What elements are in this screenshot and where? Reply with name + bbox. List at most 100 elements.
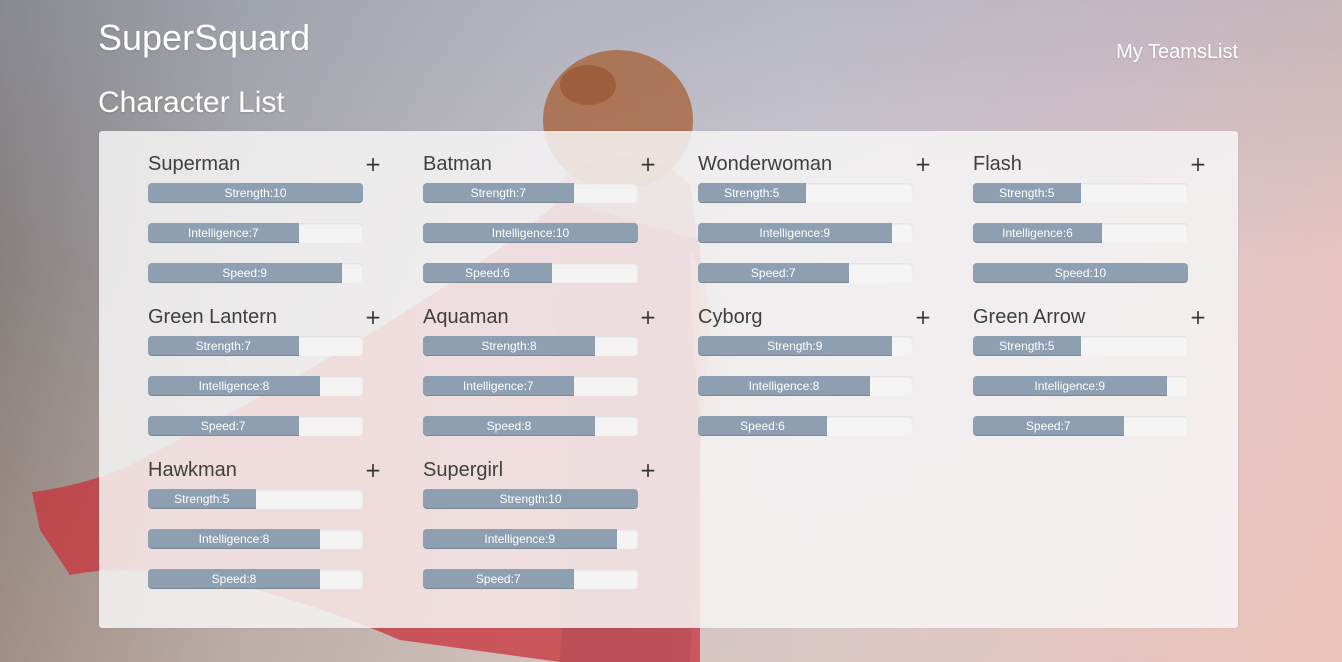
- add-to-team-button[interactable]: +: [364, 458, 382, 482]
- stat-progress-fill: [698, 223, 892, 243]
- stat-label: Speed:7: [475, 572, 521, 586]
- stat-label: Intelligence:8: [198, 379, 270, 393]
- stat-label: Intelligence:10: [491, 226, 570, 240]
- stat-progress-bar-intelligence: Intelligence:9: [423, 529, 638, 549]
- character-card-header: Wonderwoman +: [698, 151, 931, 183]
- character-card: Green Lantern + Strength:7 Intelligence:8 Sp…: [148, 304, 381, 457]
- my-teams-list-link[interactable]: My TeamsList: [1116, 41, 1238, 63]
- add-to-team-button[interactable]: +: [914, 305, 932, 329]
- stat-progress-bar-intelligence: Intelligence:6: [973, 223, 1188, 243]
- stat-label: Strength:10: [499, 492, 562, 506]
- stat-label: Strength:5: [174, 492, 230, 506]
- stat-label: Speed:10: [1054, 266, 1107, 280]
- stat-progress-bar-intelligence: Intelligence:8: [698, 376, 913, 396]
- character-name: Cyborg: [698, 306, 763, 328]
- character-card-header: Flash +: [973, 151, 1206, 183]
- stat-progress-fill: [698, 263, 849, 283]
- add-to-team-button[interactable]: +: [1189, 305, 1207, 329]
- stat-progress-bar-speed: Speed:7: [423, 569, 638, 589]
- character-card-header: Cyborg +: [698, 304, 931, 336]
- stat-progress-bar-intelligence: Intelligence:9: [698, 223, 913, 243]
- add-to-team-button[interactable]: +: [364, 305, 382, 329]
- stat-progress-bar-strength: Strength:10: [148, 183, 363, 203]
- character-card-header: Batman +: [423, 151, 656, 183]
- stat-label: Intelligence:9: [759, 226, 831, 240]
- stat-label: Speed:7: [750, 266, 796, 280]
- character-name: Supergirl: [423, 459, 504, 481]
- character-card-header: Green Arrow +: [973, 304, 1206, 336]
- character-card: Batman + Strength:7 Intelligence:10 Speed:6: [423, 151, 656, 304]
- stat-progress-fill: [973, 376, 1167, 396]
- character-name: Wonderwoman: [698, 153, 833, 175]
- stat-progress-bar-intelligence: Intelligence:10: [423, 223, 638, 243]
- stat-label: Strength:5: [724, 186, 780, 200]
- character-card: Flash + Strength:5 Intelligence:6 Speed:10: [973, 151, 1206, 304]
- stat-label: Intelligence:6: [1002, 226, 1073, 240]
- character-name: Batman: [423, 153, 492, 175]
- character-list-heading: Character List: [98, 86, 285, 119]
- stat-label: Speed:7: [1025, 419, 1071, 433]
- stat-progress-fill: [698, 183, 806, 203]
- stat-progress-bar-speed: Speed:7: [698, 263, 913, 283]
- stat-progress-bar-intelligence: Intelligence:9: [973, 376, 1188, 396]
- stat-progress-fill: [148, 569, 320, 589]
- add-to-team-button[interactable]: +: [639, 152, 657, 176]
- character-card: Hawkman + Strength:5 Intelligence:8 Speed:8: [148, 457, 381, 610]
- stat-progress-bar-strength: Strength:9: [698, 336, 913, 356]
- stat-progress-fill: [423, 416, 595, 436]
- stat-label: Strength:5: [999, 339, 1055, 353]
- character-name: Aquaman: [423, 306, 509, 328]
- stat-progress-bar-intelligence: Intelligence:7: [148, 223, 363, 243]
- stat-label: Intelligence:7: [462, 379, 534, 393]
- stat-progress-bar-speed: Speed:9: [148, 263, 363, 283]
- stat-label: Intelligence:9: [1034, 379, 1106, 393]
- brand-title[interactable]: SuperSquard: [98, 17, 311, 58]
- stat-progress-bar-speed: Speed:8: [423, 416, 638, 436]
- character-card-header: Superman +: [148, 151, 381, 183]
- stat-label: Speed:6: [465, 266, 510, 280]
- stat-progress-bar-speed: Speed:8: [148, 569, 363, 589]
- character-card: Green Arrow + Strength:5 Intelligence:9 Spee…: [973, 304, 1206, 457]
- character-name: Hawkman: [148, 459, 237, 481]
- character-grid: Superman + Strength:10 Intelligence:7 Speed:…: [148, 151, 1206, 610]
- stat-progress-fill: [423, 529, 617, 549]
- stat-progress-bar-intelligence: Intelligence:8: [148, 376, 363, 396]
- stat-progress-fill: [148, 416, 299, 436]
- add-to-team-button[interactable]: +: [914, 152, 932, 176]
- stat-label: Intelligence:7: [187, 226, 259, 240]
- stat-progress-bar-speed: Speed:7: [973, 416, 1188, 436]
- add-to-team-button[interactable]: +: [364, 152, 382, 176]
- stat-label: Intelligence:9: [484, 532, 556, 546]
- character-card: Wonderwoman + Strength:5 Intelligence:9 Spee…: [698, 151, 931, 304]
- add-to-team-button[interactable]: +: [639, 305, 657, 329]
- stat-progress-bar-strength: Strength:5: [148, 489, 363, 509]
- stat-progress-fill: [423, 263, 552, 283]
- stat-progress-fill: [148, 223, 299, 243]
- character-card: Cyborg + Strength:9 Intelligence:8 Speed:6: [698, 304, 931, 457]
- stat-progress-fill: [698, 336, 892, 356]
- character-card: Supergirl + Strength:10 Intelligence:9 Speed…: [423, 457, 656, 610]
- stat-progress-fill: [973, 183, 1081, 203]
- stat-label: Speed:6: [740, 419, 785, 433]
- stat-progress-bar-strength: Strength:5: [698, 183, 913, 203]
- stat-progress-fill: [973, 416, 1124, 436]
- add-to-team-button[interactable]: +: [639, 458, 657, 482]
- stat-progress-bar-strength: Strength:10: [423, 489, 638, 509]
- stat-label: Speed:7: [200, 419, 246, 433]
- stat-label: Speed:9: [222, 266, 268, 280]
- stat-progress-bar-strength: Strength:5: [973, 183, 1188, 203]
- stat-progress-bar-strength: Strength:8: [423, 336, 638, 356]
- stat-label: Strength:7: [195, 339, 251, 353]
- stat-progress-bar-strength: Strength:5: [973, 336, 1188, 356]
- character-name: Green Lantern: [148, 306, 277, 328]
- stat-progress-bar-intelligence: Intelligence:8: [148, 529, 363, 549]
- stat-progress-fill: [148, 529, 320, 549]
- character-name: Green Arrow: [973, 306, 1086, 328]
- character-card-header: Green Lantern +: [148, 304, 381, 336]
- character-list-panel: Superman + Strength:10 Intelligence:7 Speed:…: [99, 131, 1238, 628]
- stat-progress-fill: [973, 336, 1081, 356]
- stat-progress-fill: [423, 569, 574, 589]
- add-to-team-button[interactable]: +: [1189, 152, 1207, 176]
- character-card-header: Supergirl +: [423, 457, 656, 489]
- character-card: Superman + Strength:10 Intelligence:7 Speed:…: [148, 151, 381, 304]
